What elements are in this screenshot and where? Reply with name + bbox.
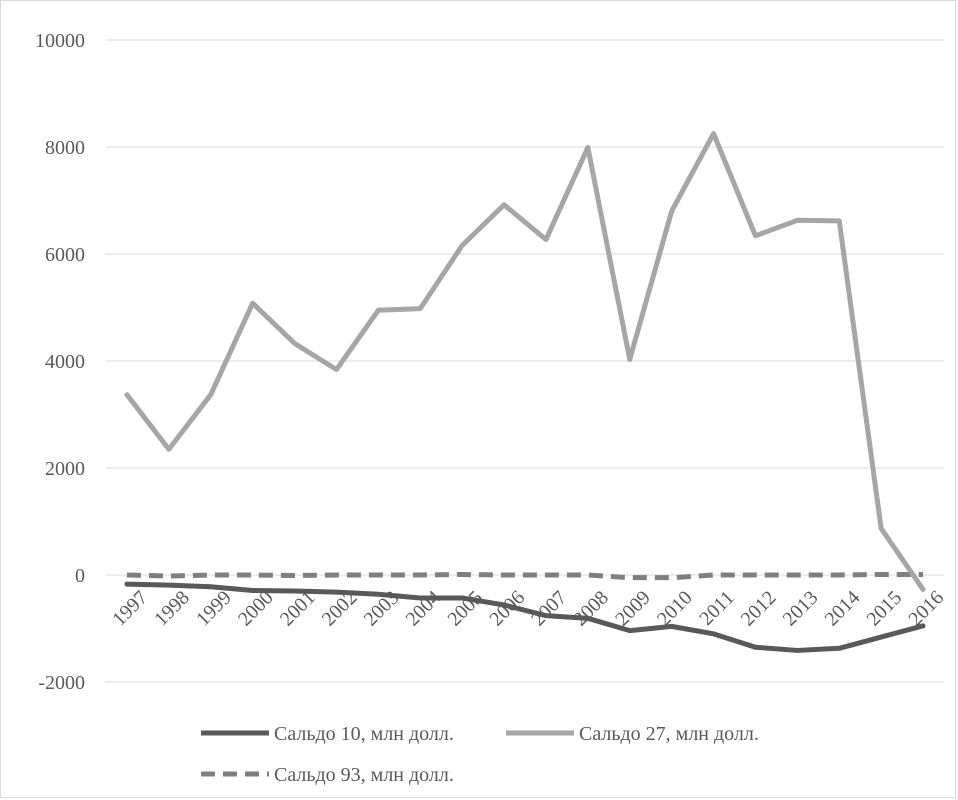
y-tick-label: 4000: [45, 351, 85, 373]
y-tick-label: 6000: [45, 244, 85, 266]
x-tick-label: 2016: [904, 587, 948, 631]
y-tick-label: -2000: [38, 672, 85, 694]
series-line: [124, 581, 926, 653]
x-tick-label: 2005: [443, 587, 487, 631]
x-tick-label: 2004: [402, 587, 446, 631]
x-tick-label: 2011: [695, 587, 738, 630]
legend-label-saldo-93: Сальдо 93, млн долл.: [274, 764, 454, 786]
legend-label-saldo-27: Сальдо 27, млн долл.: [579, 723, 759, 745]
gridlines: [106, 39, 944, 683]
y-tick-label: 2000: [45, 458, 85, 480]
y-axis-tick-labels: -2000 0 2000 4000 6000 8000 10000: [35, 30, 85, 694]
series-lines: [124, 131, 926, 653]
x-tick-label: 2015: [862, 587, 906, 631]
y-tick-label: 10000: [35, 30, 85, 52]
series-line: [124, 131, 926, 592]
x-tick-label: 2007: [527, 587, 571, 631]
x-tick-label: 1997: [108, 587, 152, 631]
legend: Сальдо 10, млн долл. Сальдо 27, млн долл…: [201, 723, 759, 786]
x-tick-label: 1999: [192, 587, 236, 631]
series-saldo-10: [124, 581, 926, 653]
x-tick-label: 2010: [653, 587, 697, 631]
series-saldo-93: [126, 571, 924, 581]
legend-label-saldo-10: Сальдо 10, млн долл.: [274, 723, 454, 745]
x-tick-label: 2014: [821, 587, 865, 631]
series-line: [126, 571, 924, 581]
y-tick-label: 8000: [45, 137, 85, 159]
x-tick-label: 1998: [150, 587, 194, 631]
x-axis-tick-labels: 1997199819992000200120022003200420052006…: [108, 587, 948, 631]
series-saldo-27: [124, 131, 926, 592]
x-tick-label: 2012: [737, 587, 781, 631]
x-tick-label: 2009: [611, 587, 655, 631]
x-tick-label: 2013: [779, 587, 823, 631]
y-tick-label: 0: [75, 565, 85, 587]
